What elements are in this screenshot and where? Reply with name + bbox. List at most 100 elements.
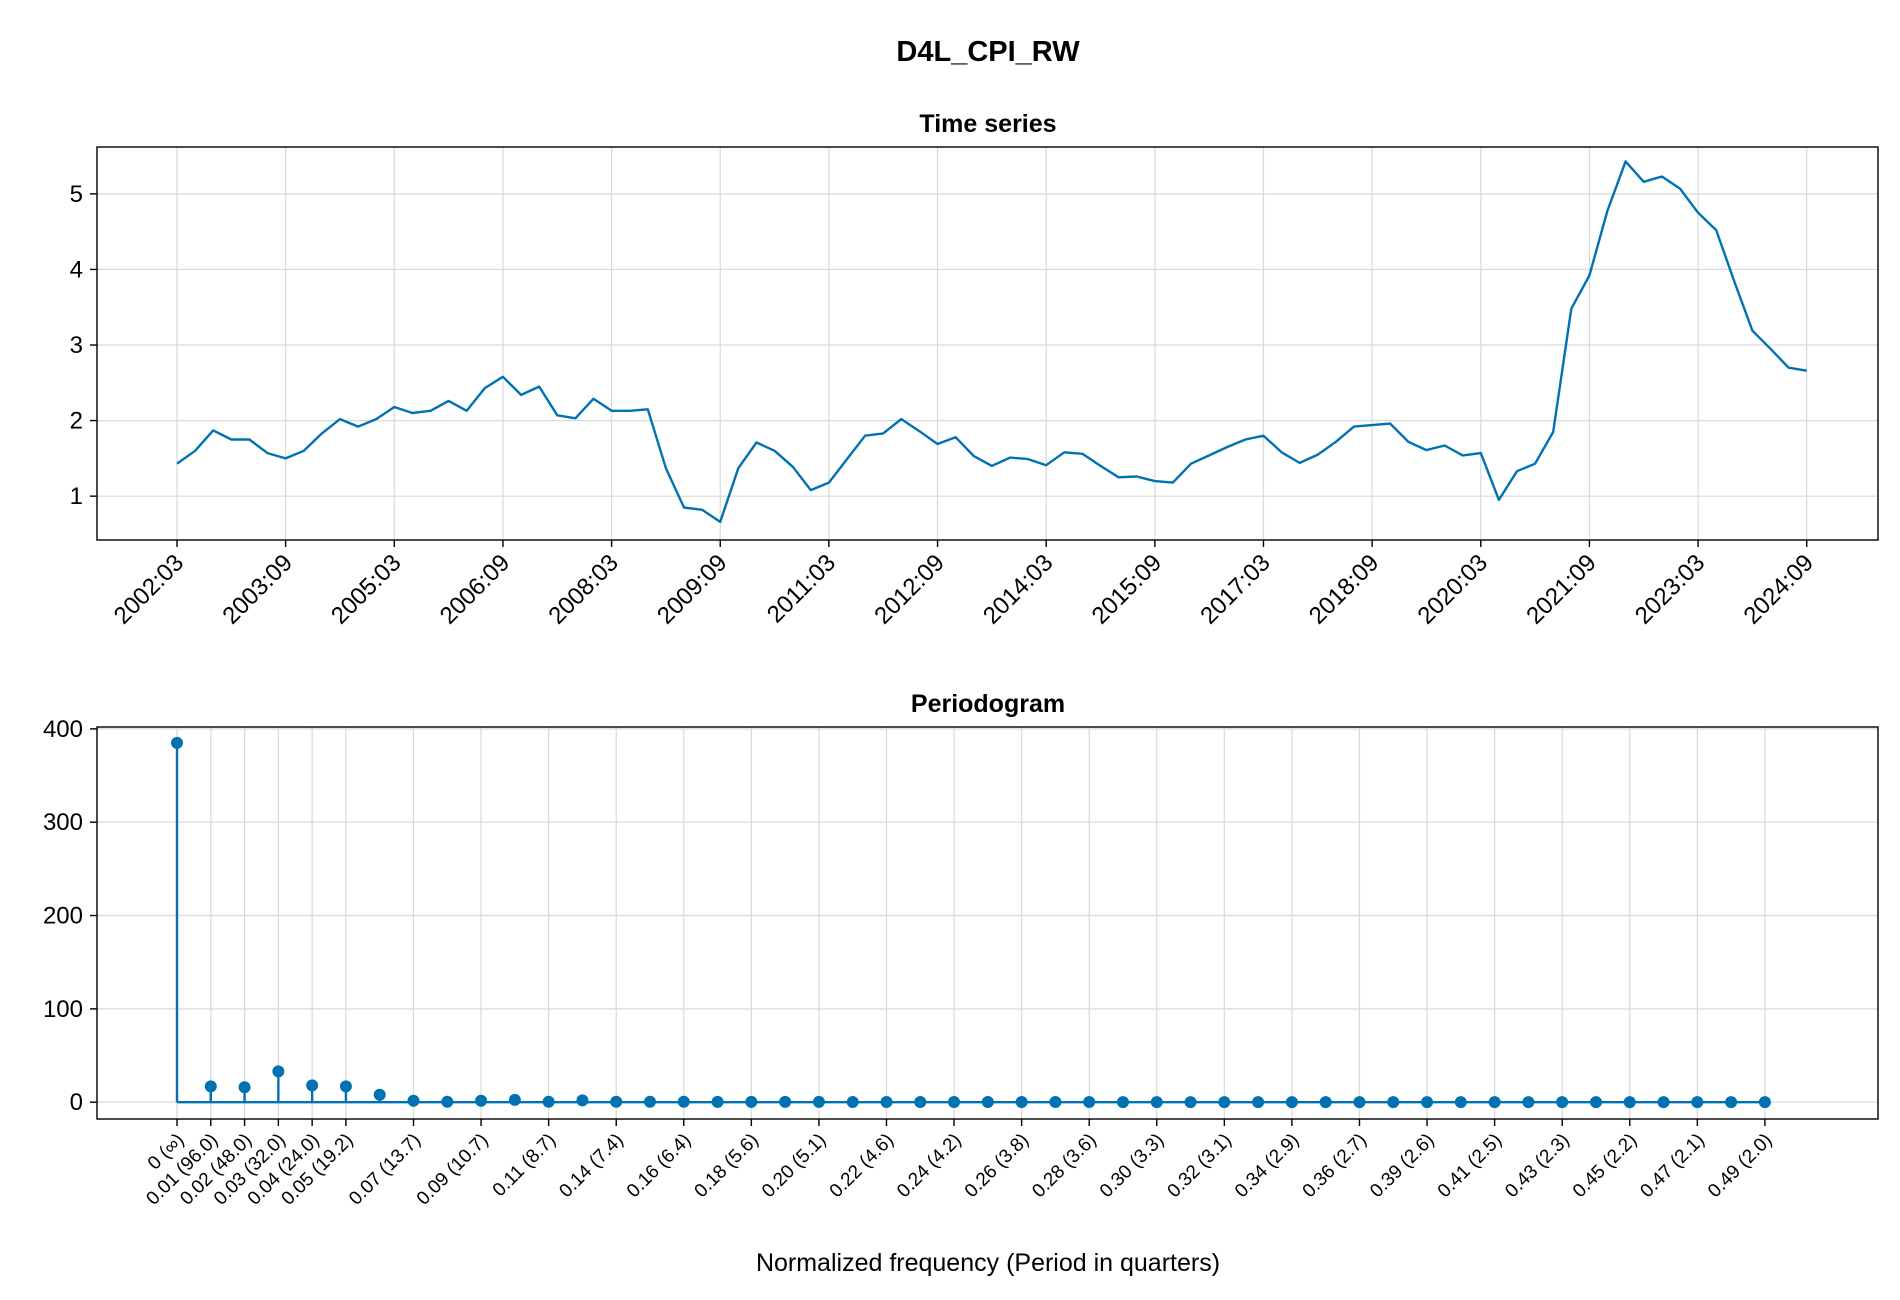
x-tick-label: 2005:03 — [326, 549, 406, 629]
y-tick-label: 400 — [43, 716, 83, 743]
stem-marker — [1691, 1096, 1704, 1109]
x-tick-label: 2006:09 — [435, 549, 515, 629]
series-line — [176, 160, 1807, 524]
stem-marker — [880, 1096, 893, 1109]
stem-marker — [272, 1065, 285, 1078]
x-tick-label: 0.41 (2.5) — [1434, 1130, 1506, 1202]
stem-marker — [1623, 1096, 1636, 1109]
x-tick-label: 0.39 (2.6) — [1366, 1130, 1438, 1202]
x-tick-label: 2015:09 — [1087, 549, 1167, 629]
y-tick-label: 200 — [43, 903, 83, 930]
x-tick-label: 0.16 (6.4) — [623, 1130, 695, 1202]
x-tick-label: 0.09 (10.7) — [413, 1130, 493, 1210]
stem-marker — [1758, 1096, 1771, 1109]
stem-marker — [1488, 1096, 1501, 1109]
x-tick-label: 0.30 (3.3) — [1096, 1130, 1168, 1202]
stem-marker — [171, 736, 183, 749]
stem-marker — [475, 1094, 488, 1107]
time-series-grid — [97, 147, 1878, 540]
stem-marker — [1657, 1096, 1670, 1109]
x-tick-label: 2002:03 — [109, 549, 189, 629]
stem-marker — [306, 1079, 319, 1092]
x-tick-label: 2020:03 — [1413, 549, 1493, 629]
periodogram-frame — [96, 726, 1879, 1120]
stem-marker — [1421, 1096, 1434, 1109]
stem-marker — [745, 1095, 758, 1108]
x-tick-label: 0.14 (7.4) — [555, 1130, 627, 1202]
x-tick-label: 2008:03 — [543, 549, 623, 629]
stem-marker — [407, 1094, 420, 1107]
x-tick-label: 0.28 (3.6) — [1028, 1130, 1100, 1202]
y-tick-label: 2 — [70, 408, 83, 435]
y-tick-label: 3 — [70, 332, 83, 359]
x-tick-label: 0.49 (2.0) — [1704, 1130, 1776, 1202]
stem-marker — [948, 1096, 961, 1109]
stem-marker — [339, 1080, 352, 1093]
y-tick-label: 4 — [70, 256, 83, 283]
x-tick-label: 2017:03 — [1195, 549, 1275, 629]
stem-marker — [1725, 1096, 1738, 1109]
stem-marker — [1049, 1096, 1062, 1109]
stem-marker — [914, 1096, 927, 1109]
time-series-plot — [176, 160, 1807, 524]
stem-marker — [1184, 1096, 1197, 1109]
stem-marker — [981, 1096, 994, 1109]
periodogram-title: Periodogram — [911, 690, 1065, 718]
stem-marker — [441, 1095, 454, 1108]
x-tick-label: 2012:09 — [869, 549, 949, 629]
time-series-y-axis: 1 2 3 4 5 — [70, 181, 97, 510]
x-tick-label: 0.26 (3.8) — [961, 1130, 1033, 1202]
y-tick-label: 300 — [43, 809, 83, 836]
stem-marker — [610, 1095, 623, 1108]
stem-marker — [1218, 1096, 1231, 1109]
stem-marker — [1150, 1096, 1163, 1109]
stem-marker — [812, 1095, 825, 1108]
stem-marker — [238, 1081, 251, 1094]
x-tick-label: 0.18 (5.6) — [691, 1130, 763, 1202]
stem-marker — [779, 1095, 792, 1108]
x-tick-label: 2009:09 — [652, 549, 732, 629]
stem-marker — [711, 1095, 724, 1108]
stem-marker — [1015, 1096, 1028, 1109]
x-tick-label: 0.24 (4.2) — [893, 1130, 965, 1202]
x-tick-label: 0.22 (4.6) — [826, 1130, 898, 1202]
x-tick-label: 0.11 (8.7) — [489, 1130, 560, 1201]
x-tick-label: 0.36 (2.7) — [1299, 1130, 1371, 1202]
periodogram-plot — [171, 736, 1771, 1109]
time-series-x-axis: 2002:03 2003:09 2005:03 2006:09 2008:03 2009:… — [109, 540, 1819, 630]
stem-marker — [1116, 1096, 1129, 1109]
time-series-frame — [96, 146, 1879, 541]
time-series-title: Time series — [919, 110, 1056, 138]
stem-marker — [508, 1093, 521, 1106]
periodogram-panel: Periodogram 0 100 200 300 400 0 (∞)0.01 (96.… — [43, 690, 1879, 1277]
x-tick-label: 2024:09 — [1739, 549, 1819, 629]
stem-marker — [373, 1088, 386, 1101]
stem-marker — [1285, 1096, 1298, 1109]
x-tick-label: 2021:09 — [1521, 549, 1601, 629]
x-tick-label: 0.45 (2.2) — [1569, 1130, 1641, 1202]
stem-marker — [1589, 1096, 1602, 1109]
stem-marker — [643, 1095, 656, 1108]
stem-marker — [1387, 1096, 1400, 1109]
stem-marker — [846, 1096, 859, 1109]
stem-marker — [1319, 1096, 1332, 1109]
stem-marker — [677, 1095, 690, 1108]
x-tick-label: 0.07 (13.7) — [345, 1130, 425, 1210]
x-tick-label: 2014:03 — [978, 549, 1058, 629]
stem-marker — [1353, 1096, 1366, 1109]
stem-marker — [1556, 1096, 1569, 1109]
x-tick-label: 2018:09 — [1304, 549, 1384, 629]
x-tick-label: 0.32 (3.1) — [1164, 1130, 1236, 1202]
stem-marker — [204, 1080, 217, 1093]
x-tick-label: 0.47 (2.1) — [1637, 1130, 1709, 1202]
y-tick-label: 5 — [70, 181, 83, 208]
periodogram-x-axis-label: Normalized frequency (Period in quarters… — [756, 1249, 1220, 1277]
y-tick-label: 0 — [70, 1089, 83, 1116]
stem-marker — [1252, 1096, 1265, 1109]
periodogram-y-axis: 0 100 200 300 400 — [43, 716, 97, 1116]
stem-marker — [576, 1094, 589, 1107]
x-tick-label: 0.20 (5.1) — [758, 1130, 830, 1202]
y-tick-label: 1 — [70, 483, 83, 510]
stem-marker — [542, 1095, 555, 1108]
